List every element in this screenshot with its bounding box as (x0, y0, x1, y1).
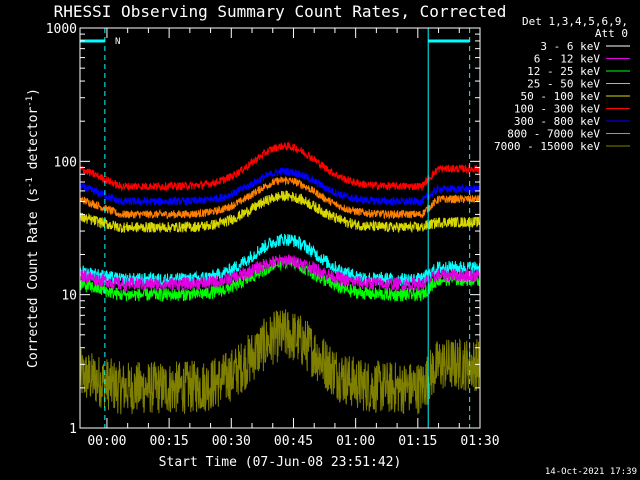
series-line-8 (79, 175, 481, 220)
x-tick-label: 00:15 (150, 434, 189, 449)
x-tick-label: 01:30 (460, 434, 499, 449)
x-axis: 00:00 00:15 00:30 00:45 01:00 01:15 01:30 (87, 28, 500, 449)
x-tick-label: 00:00 (87, 434, 126, 449)
legend-label-6: 100 - 300 keV (514, 103, 600, 116)
x-tick-label: 01:00 (336, 434, 375, 449)
series-line-6 (79, 141, 481, 192)
y-tick-label: 1 (69, 422, 77, 437)
generation-timestamp: 14-Oct-2021 17:39 (545, 467, 637, 477)
legend-label-1: 3 - 6 keV (540, 40, 600, 53)
legend-label-7: 300 - 800 keV (514, 115, 600, 128)
legend-label-9: 7000 - 15000 keV (494, 140, 600, 153)
series-line-1 (79, 263, 481, 344)
x-axis-label: Start Time (07-Jun-08 23:51:42) (159, 455, 402, 470)
legend-label-4: 25 - 50 keV (527, 78, 600, 91)
series-layer (79, 141, 481, 415)
legend-label-5: 50 - 100 keV (521, 90, 601, 103)
legend-label-8: 800 - 7000 keV (507, 128, 600, 141)
chart-title: RHESSI Observing Summary Count Rates, Co… (54, 2, 507, 21)
y-tick-label: 10 (61, 289, 77, 304)
x-tick-label: 00:30 (212, 434, 251, 449)
legend-header-detectors: Det 1,3,4,5,6,9, (522, 15, 628, 28)
night-label: N (115, 37, 120, 47)
x-tick-label: 01:15 (398, 434, 437, 449)
series-line-7 (79, 167, 481, 207)
y-axis: 1 10 100 1000 (46, 22, 480, 437)
y-axis-label: Corrected Count Rate (s-1 detector-1) (25, 88, 41, 368)
y-tick-label: 1000 (46, 22, 77, 37)
series-line-9 (79, 309, 481, 415)
y-tick-label: 100 (54, 155, 77, 170)
legend-label-3: 12 - 25 keV (527, 65, 600, 78)
legend-header-attenuator: Att 0 (595, 27, 628, 40)
series-line-2 (79, 254, 481, 292)
legend-label-2: 6 - 12 keV (534, 53, 601, 66)
x-tick-label: 00:45 (274, 434, 313, 449)
plot-frame (79, 27, 481, 429)
series-line-5 (79, 190, 481, 233)
